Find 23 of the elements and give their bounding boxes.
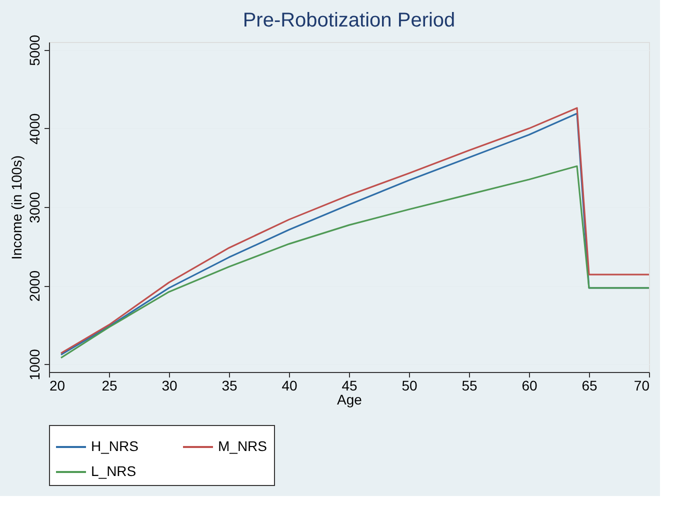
legend-label: H_NRS [91,438,138,454]
y-tick-label: 1000 [26,348,42,380]
line-series [60,165,650,359]
x-tick-label: 45 [342,378,358,394]
x-tick-label: 55 [462,378,478,394]
y-tick-label: 2000 [26,270,42,302]
legend-label: L_NRS [91,463,136,479]
x-tick-label: 35 [222,378,238,394]
y-axis-title: Income (in 100s) [8,155,24,260]
legend-label: M_NRS [218,438,268,454]
x-tick-label: 30 [162,378,178,394]
x-axis-title: Age [337,392,362,408]
x-tick-label: 20 [50,378,66,394]
x-tick-label: 50 [402,378,418,394]
x-tick-label: 60 [522,378,538,394]
x-tick-label: 70 [634,378,650,394]
x-tick-label: 65 [582,378,598,394]
y-tick-label: 3000 [26,192,42,224]
x-tick-label: 40 [282,378,298,394]
x-tick-label: 25 [102,378,118,394]
y-tick-label: 4000 [26,113,42,145]
chart-title: Pre-Robotization Period [242,9,456,32]
y-tick-label: 5000 [26,34,42,66]
